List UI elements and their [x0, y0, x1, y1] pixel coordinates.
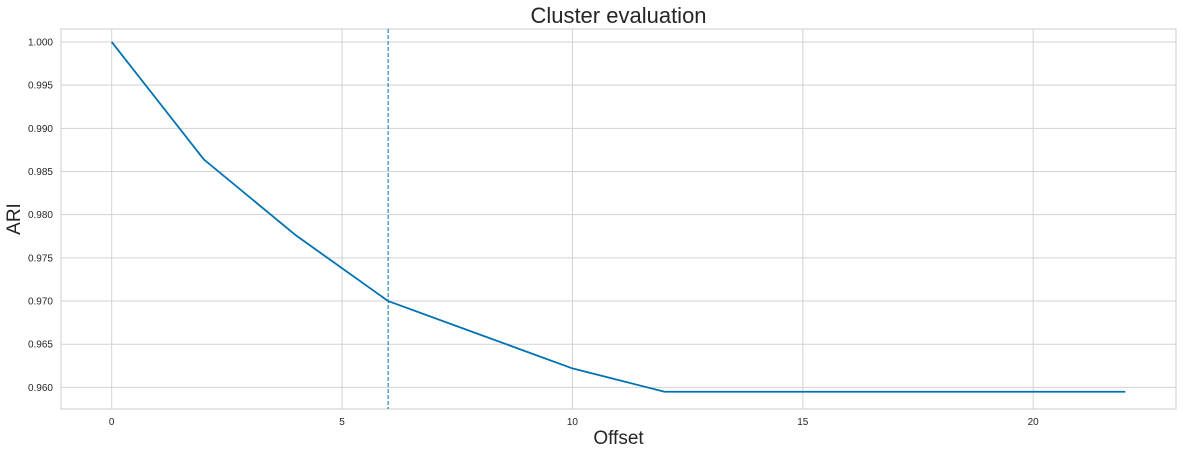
- x-tick-label: 15: [797, 417, 809, 428]
- y-tick-label: 0.995: [28, 81, 53, 92]
- y-tick-label: 0.965: [28, 340, 53, 351]
- x-axis-label: Offset: [593, 428, 644, 449]
- x-tick-label: 20: [1028, 417, 1040, 428]
- x-tick-label: 10: [567, 417, 579, 428]
- grid: [61, 29, 1176, 409]
- chart-title: Cluster evaluation: [530, 3, 706, 28]
- plot-frame: [60, 28, 1177, 410]
- x-tick-label: 0: [109, 417, 115, 428]
- y-tick-label: 0.960: [28, 383, 53, 394]
- y-tick-label: 0.985: [28, 167, 53, 178]
- tick-labels: 0 5 10 15 20 0.960 0.965 0.970 0.975 0.980 0.985 0.…: [28, 37, 1039, 428]
- series-line: [110, 41, 1126, 393]
- y-tick-label: 0.990: [28, 124, 53, 135]
- y-axis-label: ARI: [4, 203, 25, 235]
- y-tick-label: 0.980: [28, 210, 53, 221]
- y-tick-label: 0.970: [28, 297, 53, 308]
- x-tick-label: 5: [339, 417, 345, 428]
- y-tick-label: 1.000: [28, 37, 53, 48]
- y-tick-label: 0.975: [28, 253, 53, 264]
- series: [110, 29, 1126, 409]
